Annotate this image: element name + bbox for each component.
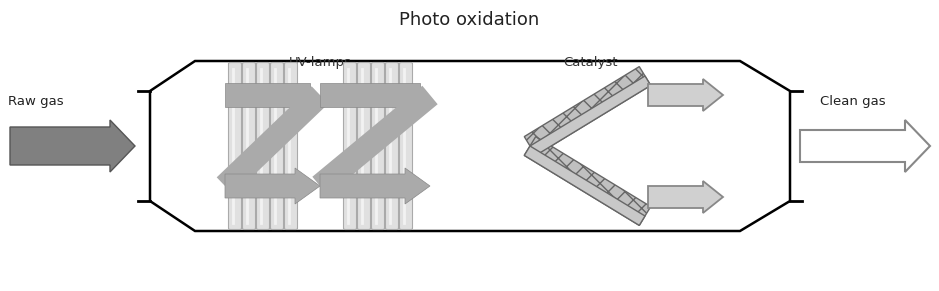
Text: Raw gas: Raw gas — [8, 95, 64, 108]
Polygon shape — [150, 61, 790, 231]
Text: Catalyst: Catalyst — [562, 56, 617, 69]
FancyBboxPatch shape — [285, 63, 298, 230]
Text: UV-lamps: UV-lamps — [288, 56, 351, 69]
FancyArrow shape — [217, 86, 329, 195]
FancyBboxPatch shape — [372, 63, 384, 230]
Polygon shape — [524, 146, 645, 226]
Text: Clean gas: Clean gas — [820, 95, 885, 108]
FancyBboxPatch shape — [344, 63, 357, 230]
FancyArrow shape — [225, 168, 320, 204]
FancyBboxPatch shape — [242, 63, 255, 230]
FancyBboxPatch shape — [256, 63, 269, 230]
Polygon shape — [530, 76, 651, 155]
Polygon shape — [524, 136, 651, 226]
FancyBboxPatch shape — [386, 63, 398, 230]
FancyArrow shape — [320, 83, 420, 107]
Polygon shape — [648, 181, 723, 213]
Polygon shape — [648, 79, 723, 111]
FancyBboxPatch shape — [399, 63, 412, 230]
Polygon shape — [524, 67, 651, 155]
FancyBboxPatch shape — [358, 63, 371, 230]
FancyArrow shape — [10, 120, 135, 172]
FancyArrow shape — [320, 168, 430, 204]
FancyBboxPatch shape — [270, 63, 284, 230]
Polygon shape — [800, 120, 930, 172]
Text: Photo oxidation: Photo oxidation — [399, 11, 539, 29]
FancyBboxPatch shape — [228, 63, 241, 230]
FancyArrow shape — [313, 86, 438, 195]
FancyArrow shape — [225, 83, 310, 107]
